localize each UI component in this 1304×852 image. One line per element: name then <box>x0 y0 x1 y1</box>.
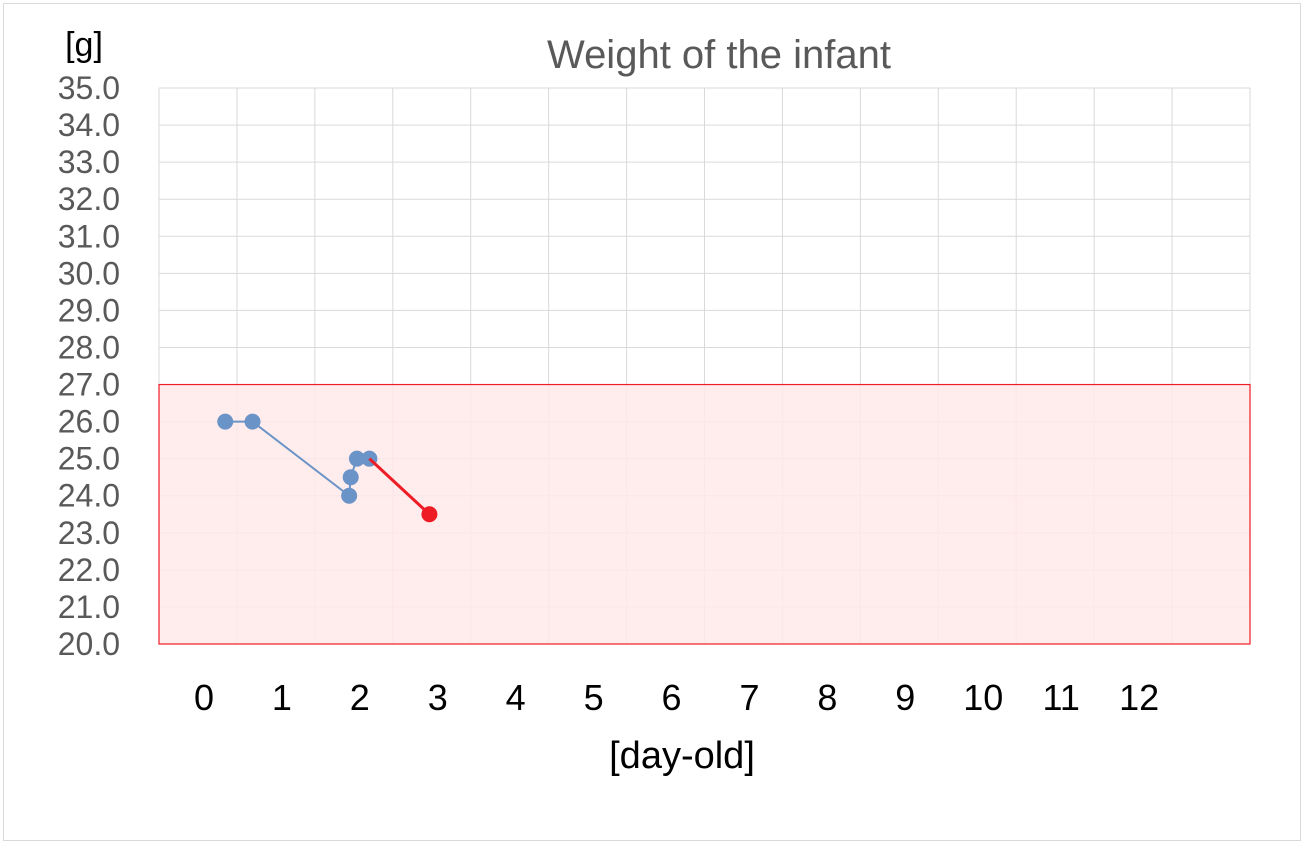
y-tick-label: 21.0 <box>58 589 120 625</box>
y-tick-label: 25.0 <box>58 441 120 477</box>
data-point <box>244 413 261 430</box>
y-tick-label: 27.0 <box>58 367 120 403</box>
y-tick-label: 23.0 <box>58 515 120 551</box>
y-tick-label: 33.0 <box>58 144 120 180</box>
y-tick-label: 22.0 <box>58 552 120 588</box>
y-tick-label: 26.0 <box>58 404 120 440</box>
x-tick-label: 10 <box>963 677 1003 718</box>
x-tick-label: 12 <box>1119 677 1159 718</box>
x-tick-label: 0 <box>194 677 214 718</box>
y-tick-label: 32.0 <box>58 181 120 217</box>
y-tick-label: 28.0 <box>58 329 120 365</box>
x-tick-label: 4 <box>506 677 526 718</box>
data-point <box>341 487 358 504</box>
y-axis-label: [g] <box>65 26 103 64</box>
y-tick-label: 35.0 <box>58 70 120 106</box>
data-point <box>348 450 365 467</box>
x-tick-label: 5 <box>584 677 604 718</box>
x-tick-label: 8 <box>817 677 837 718</box>
y-tick-label: 20.0 <box>58 626 120 662</box>
data-point <box>421 506 438 523</box>
x-tick-label: 6 <box>662 677 682 718</box>
x-tick-label: 2 <box>350 677 370 718</box>
x-axis-label: [day-old] <box>609 735 755 777</box>
x-tick-label: 9 <box>895 677 915 718</box>
y-tick-label: 30.0 <box>58 255 120 291</box>
y-tick-label: 31.0 <box>58 218 120 254</box>
data-point <box>342 469 359 486</box>
y-tick-label: 29.0 <box>58 292 120 328</box>
x-tick-label: 1 <box>272 677 292 718</box>
series-line <box>368 457 431 516</box>
x-tick-label: 3 <box>428 677 448 718</box>
reference-band <box>158 383 1251 645</box>
y-tick-label: 34.0 <box>58 107 120 143</box>
data-point <box>217 413 234 430</box>
chart-title: Weight of the infant <box>547 33 891 77</box>
y-tick-label: 24.0 <box>58 478 120 514</box>
x-tick-label: 11 <box>1042 677 1079 718</box>
x-tick-label: 7 <box>739 677 759 718</box>
